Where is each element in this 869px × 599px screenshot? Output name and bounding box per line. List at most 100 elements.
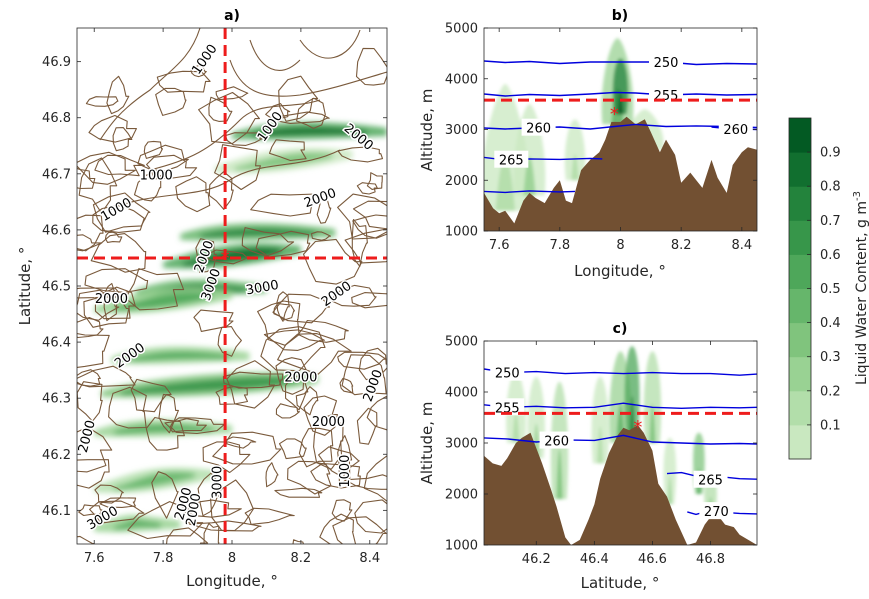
y-tick-label: 46.7 (42, 167, 71, 182)
isotherm-label: 260 (526, 122, 551, 137)
terrain-contour-line (337, 351, 387, 370)
lwc-cell (591, 376, 609, 464)
terrain-contour-line (366, 395, 387, 431)
terrain-contour-line (272, 293, 330, 324)
colorbar-step (789, 220, 811, 255)
lwc-band-core (114, 472, 195, 491)
panel-b-isotherms: 250 255 260 260 265 (484, 53, 757, 194)
y-tick-label: 1000 (445, 225, 478, 240)
y-tick-label: 3000 (445, 437, 478, 452)
terrain-contour-line (94, 286, 136, 320)
terrain-contour-line (274, 487, 323, 498)
terrain-contour-line (183, 499, 242, 518)
isotherm-label: 260 (544, 435, 569, 450)
location-star: * (221, 248, 230, 269)
terrain-contour-line (352, 200, 387, 230)
isotherm-line (484, 91, 757, 97)
terrain-contour-line (207, 249, 250, 265)
terrain-contour-line (169, 417, 226, 435)
colorbar-steps (789, 118, 811, 460)
terrain-contour-line (202, 441, 251, 474)
panel-a-xlabel: Longitude, ° (186, 572, 278, 590)
y-tick-label: 5000 (445, 22, 478, 37)
terrain-contour-line (77, 426, 113, 473)
terrain-contour-line (78, 504, 103, 517)
terrain-contour-line (164, 418, 207, 433)
terrain-contour-line (203, 522, 220, 544)
y-tick-label: 2000 (445, 488, 478, 503)
terrain-contour-line (265, 103, 291, 120)
terrain-contour-line (197, 472, 222, 517)
terrain-contour-line (193, 309, 234, 332)
contour-label: 3000 (245, 278, 280, 299)
terrain-profile (484, 116, 757, 231)
terrain-contour-line (78, 157, 118, 214)
isotherm-label-bg (490, 398, 525, 416)
y-tick-label: 46.8 (42, 111, 71, 126)
colorbar-step (789, 356, 811, 392)
terrain-contour-line (310, 462, 361, 489)
location-star: * (633, 417, 642, 438)
colorbar-tick-label: 0.9 (820, 146, 841, 161)
terrain-contour-line (332, 516, 387, 544)
lwc-cell (564, 119, 586, 181)
colorbar-step (789, 390, 811, 426)
isotherm-label-bg (494, 150, 529, 168)
lwc-cell (643, 351, 662, 443)
isotherm-label-bg (521, 118, 556, 136)
isotherm-label: 265 (499, 154, 524, 169)
terrain-contour-line (77, 316, 104, 339)
terrain-contour-line (215, 86, 249, 101)
terrain-contour-line (104, 231, 123, 243)
terrain-contour-line (356, 182, 378, 195)
terrain-contour-line (341, 354, 387, 396)
terrain-contour-line (210, 479, 255, 532)
terrain-contour-line (268, 139, 307, 162)
terrain-contour-line (77, 365, 136, 388)
terrain-contour-line (260, 326, 326, 372)
y-tick-label: 46.3 (42, 392, 71, 407)
lwc-cell-core (618, 90, 623, 115)
terrain-contour-line (244, 507, 295, 525)
colorbar-tick-label: 0.1 (820, 418, 841, 433)
terrain-contour-line (77, 535, 95, 544)
panel-a-liquid-water-bands (94, 122, 387, 533)
terrain-contour-line (145, 416, 185, 451)
terrain-contour-line (339, 377, 354, 394)
contour-label: 1000 (338, 455, 353, 488)
terrain-contour-line (151, 471, 179, 519)
lwc-cell-core (495, 156, 515, 211)
colorbar-label-text: Liquid Water Content, g m (854, 201, 869, 385)
terrain-contour-line (303, 395, 338, 436)
terrain-contour-line (297, 319, 349, 343)
panel-c-ylabel: Altitude, m (418, 402, 436, 485)
x-tick-label: 46.4 (580, 552, 609, 567)
panel-c-liquid-water (506, 346, 717, 515)
terrain-contour-line (354, 499, 387, 534)
isotherm-label: 250 (495, 367, 520, 382)
y-tick-label: 4000 (445, 386, 478, 401)
terrain-contour-line (83, 294, 130, 328)
isotherm-label: 270 (704, 505, 729, 520)
terrain-contour-line (229, 59, 387, 97)
lwc-cell (624, 346, 640, 433)
terrain-contour-line (352, 214, 387, 239)
terrain-contour-line (99, 28, 201, 141)
terrain-contour-line (344, 228, 387, 264)
y-tick-label: 46.1 (42, 504, 71, 519)
terrain-contour-line (310, 231, 332, 241)
terrain-contour-line (337, 193, 387, 240)
lwc-band-core (114, 292, 212, 311)
terrain-contour-line (284, 375, 309, 411)
terrain-contour-line (89, 500, 145, 524)
terrain-contour-line (344, 474, 387, 490)
colorbar-tick-label: 0.4 (820, 316, 841, 331)
colorbar-step (789, 322, 811, 358)
terrain-contour-line (195, 238, 217, 273)
terrain-contour-line (175, 176, 211, 213)
terrain-contour-line (127, 501, 204, 540)
terrain-contour-line (77, 287, 120, 299)
panel-c-axes: 46.2 46.4 46.6 46.8 1000 2000 3000 4000 5000 (445, 335, 758, 567)
